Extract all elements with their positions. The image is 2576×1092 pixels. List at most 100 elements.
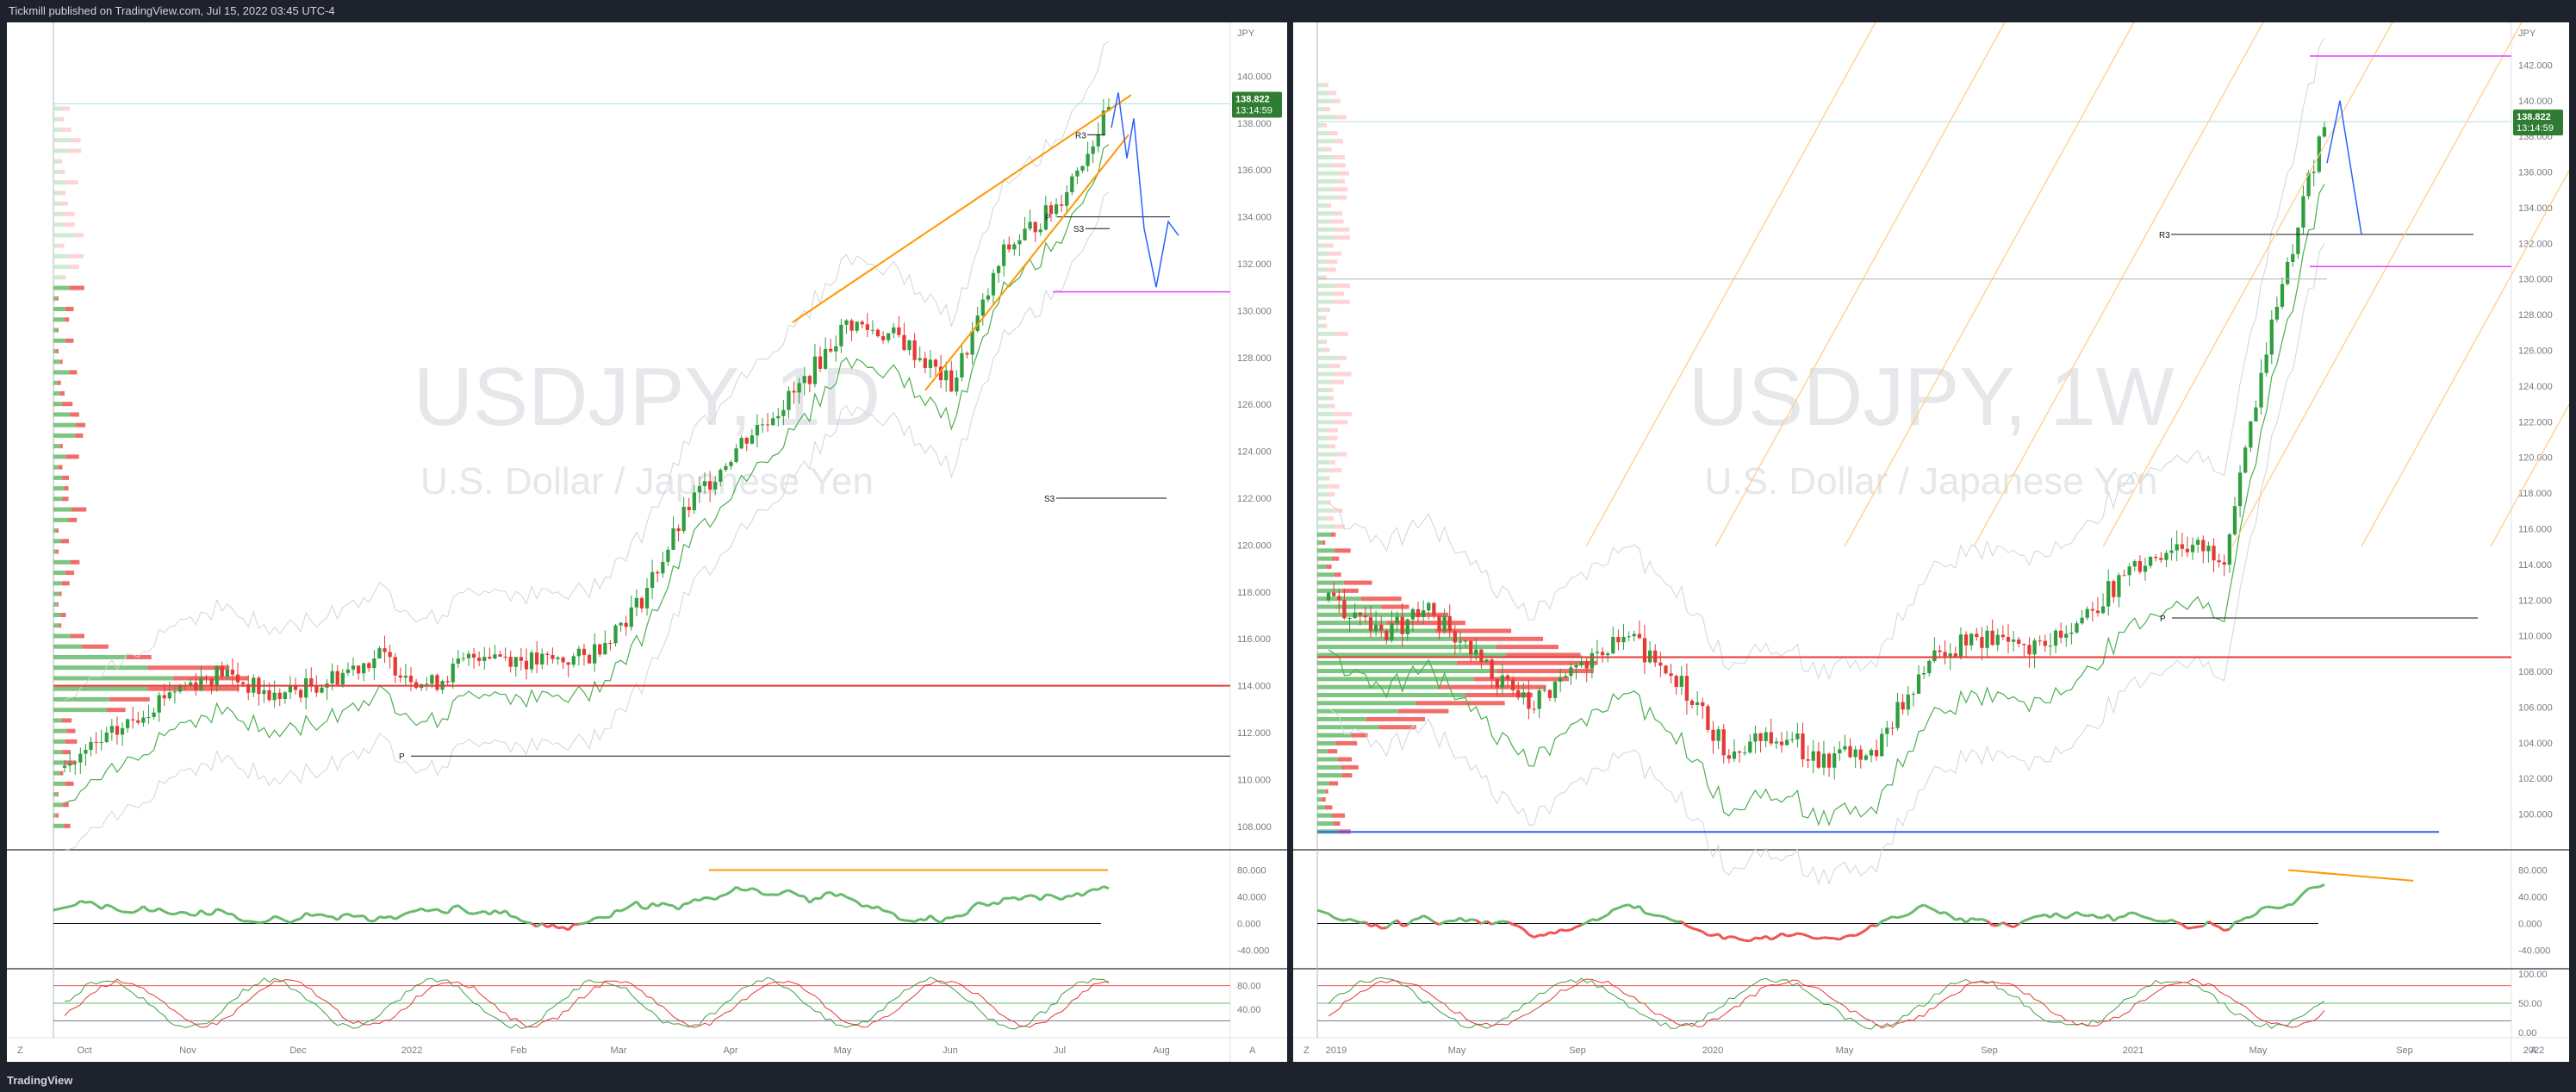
volume-profile-bar-down — [59, 623, 62, 628]
candle-body — [2075, 623, 2079, 633]
volume-profile-bar-down — [71, 138, 81, 143]
candle-body — [1995, 634, 2000, 646]
candle-body — [2212, 546, 2216, 561]
price-tick-label: 136.000 — [1237, 165, 1272, 176]
rsi-segment — [1797, 932, 1803, 936]
candle-body — [792, 390, 796, 393]
candle-body — [802, 376, 806, 384]
candle-body — [309, 677, 314, 687]
volume-profile-bar-down — [1322, 540, 1326, 546]
volume-profile-bar-down — [1325, 243, 1334, 248]
candle-body — [220, 665, 224, 677]
volume-profile-bar-down — [61, 718, 72, 723]
rsi-segment — [1087, 888, 1094, 893]
candle-body — [1890, 727, 1895, 729]
candle-body — [2132, 561, 2137, 567]
volume-profile-bar-down — [1323, 275, 1327, 280]
rsi-segment — [2087, 913, 2094, 918]
volume-profile-bar-up — [1317, 122, 1323, 128]
price-tick-label: 138.000 — [1237, 119, 1272, 129]
candle-body — [2237, 472, 2243, 507]
candle-body — [603, 642, 607, 655]
volume-profile-bar-up — [53, 127, 62, 132]
candle-body — [1816, 751, 1820, 768]
rsi-segment — [410, 909, 417, 914]
volume-profile-bar-down — [1321, 797, 1326, 802]
rsi-segment — [950, 914, 957, 920]
volume-profile-bar-up — [53, 708, 107, 713]
candle-body — [739, 437, 744, 449]
rsi-segment — [651, 902, 658, 908]
chart-panel-daily[interactable]: USDJPY, 1D U.S. Dollar / Japanese Yen JP… — [7, 22, 1287, 1062]
rsi-segment — [835, 892, 842, 898]
volume-profile-bar-up — [1317, 692, 1465, 697]
rsi-segment — [2034, 914, 2040, 919]
parallel-channel-line — [1585, 22, 1876, 547]
volume-profile-bar-up — [53, 243, 59, 248]
time-tick-label: May — [1448, 1045, 1466, 1056]
volume-profile-bar-up — [1317, 500, 1328, 505]
candle-body — [681, 507, 686, 532]
watermark-symbol: USDJPY, 1D — [413, 351, 881, 443]
rsi-segment — [1454, 916, 1461, 922]
rsi-segment — [1702, 930, 1709, 937]
rsi-segment — [284, 919, 291, 924]
volume-profile-bar-up — [53, 402, 63, 407]
candle-body — [1379, 624, 1384, 631]
pivot-label: R3 — [2159, 231, 2170, 240]
rsi-segment — [289, 919, 296, 924]
volume-profile-bar-up — [1317, 396, 1330, 401]
publisher-header: Tickmill published on TradingView.com, J… — [0, 0, 2576, 22]
candle-body — [335, 671, 339, 685]
candle-body — [1600, 652, 1605, 656]
volume-profile-bar-up — [1317, 492, 1328, 497]
rsi-segment — [2249, 913, 2257, 919]
candle-body — [1806, 759, 1810, 761]
volume-profile-bar-down — [68, 517, 78, 522]
bollinger-upper — [1328, 37, 2325, 680]
volume-profile-bar-down — [71, 507, 87, 512]
rsi-segment — [1644, 911, 1651, 916]
rsi-segment — [2134, 912, 2141, 917]
volume-profile-bar-up — [1317, 243, 1326, 248]
rsi-segment — [1664, 915, 1672, 921]
chart-canvas-weekly[interactable]: JPY 100.000 102.000 104.000 106.000 108.000 11… — [1293, 22, 2569, 1062]
rsi-segment — [688, 898, 695, 905]
candle-body — [425, 683, 429, 685]
volume-profile-bar-up — [1317, 572, 1335, 577]
parallel-channel-line — [1844, 22, 2135, 547]
rsi-tick-label: 80.000 — [1237, 866, 1266, 877]
candle-body — [1510, 679, 1515, 690]
candle-body — [2095, 610, 2100, 614]
rsi-segment — [966, 906, 974, 914]
candle-body — [1963, 634, 1969, 646]
volume-profile-bar-down — [1328, 492, 1335, 497]
pivot-label: S3 — [1044, 495, 1055, 504]
rsi-segment — [1433, 920, 1440, 927]
price-tick-label: 132.000 — [2518, 239, 2553, 249]
candle-body — [1880, 733, 1884, 757]
candle-body — [1065, 192, 1069, 206]
volume-profile-bar-up — [1317, 604, 1382, 609]
rsi-segment — [116, 908, 123, 914]
rsi-segment — [672, 904, 680, 911]
volume-profile-bar-up — [53, 613, 61, 617]
chart-panel-weekly[interactable]: USDJPY, 1W U.S. Dollar / Japanese Yen JP… — [1293, 22, 2569, 1062]
candle-body — [1086, 153, 1090, 166]
volume-profile-bar-down — [60, 613, 66, 617]
volume-profile-bar-up — [1317, 540, 1322, 546]
candle-body — [566, 662, 570, 665]
chart-canvas-daily[interactable]: JPY 108.000 110.000 112.000 114.000 116.000 11… — [7, 22, 1287, 1062]
candle-body — [330, 671, 334, 684]
pivot-label: P — [399, 752, 405, 762]
rsi-segment — [216, 908, 223, 913]
tradingview-logo: TradingView — [7, 1074, 73, 1087]
price-tick-label: 124.000 — [2518, 382, 2553, 392]
candle-body — [1843, 746, 1847, 750]
candle-body — [1579, 661, 1584, 665]
price-tick-label: 128.000 — [1237, 353, 1272, 364]
volume-profile-bar-up — [1317, 532, 1331, 537]
rsi-segment — [845, 895, 853, 901]
rsi-segment — [971, 902, 979, 908]
candle-body — [351, 665, 356, 670]
